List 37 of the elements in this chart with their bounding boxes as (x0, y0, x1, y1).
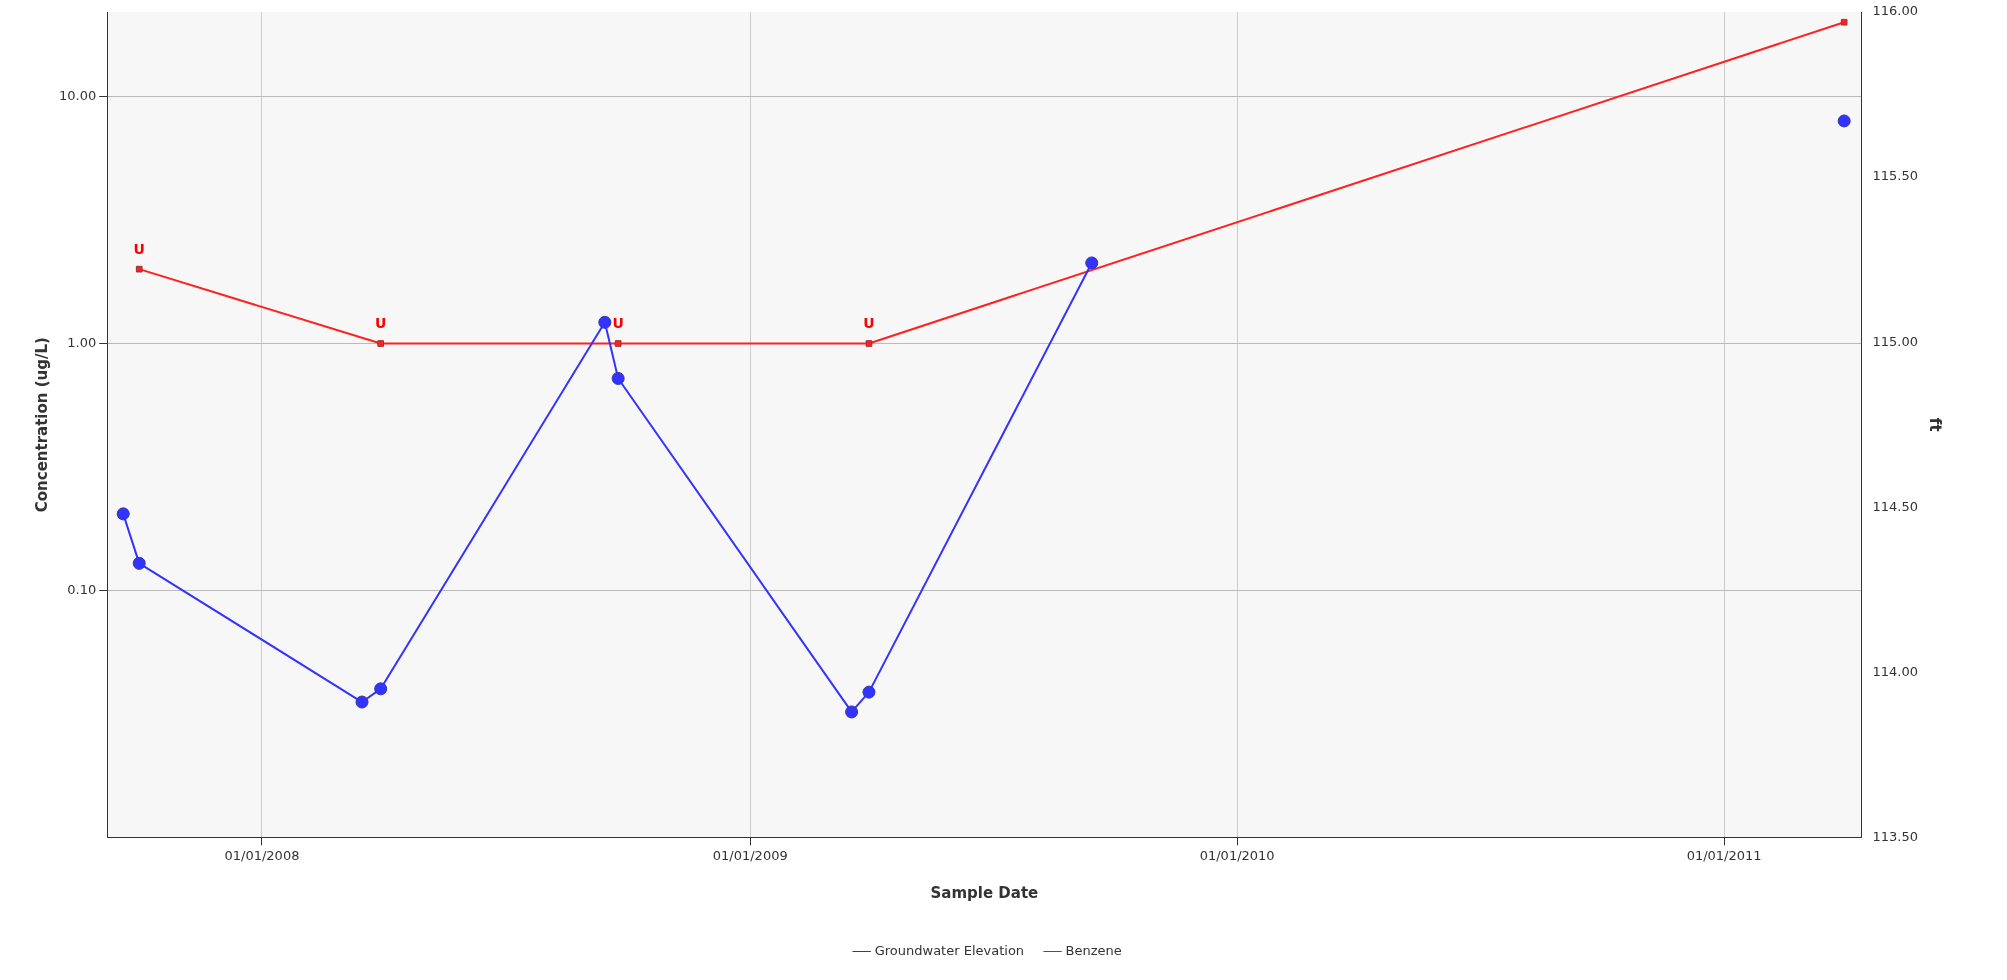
point (377, 340, 385, 347)
x-axis-title: Sample Date (930, 883, 1039, 902)
x-tick-label: 01/01/2009 (712, 847, 788, 863)
y2-tick-label: 114.50 (1872, 498, 1919, 514)
y-tick-label: 10.00 (59, 87, 97, 103)
annotation: U (863, 315, 875, 332)
annotation: U (133, 240, 145, 257)
point (374, 682, 388, 696)
point (862, 685, 876, 699)
y2-tick-label: 114.00 (1872, 663, 1919, 679)
point (135, 265, 143, 273)
y2-tick-label: 115.00 (1872, 333, 1919, 349)
point (611, 371, 625, 385)
point (1840, 18, 1848, 26)
y-axis-title: Concentration (ug/L) (32, 337, 51, 513)
point (598, 315, 612, 329)
y-tick-label: 1.00 (67, 334, 97, 350)
point (116, 507, 130, 521)
x-tick-label: 01/01/2008 (224, 847, 300, 863)
point (355, 695, 369, 709)
y2-tick-label: 113.50 (1872, 828, 1919, 844)
annotation: U (612, 315, 624, 332)
point (1837, 114, 1851, 128)
point (865, 340, 873, 347)
legend-label: Groundwater Elevation (874, 942, 1025, 958)
point (845, 705, 859, 719)
x-tick-label: 01/01/2010 (1199, 847, 1275, 863)
legend-label: Benzene (1065, 942, 1122, 958)
annotation: U (375, 315, 387, 332)
x-tick-label: 01/01/2011 (1686, 847, 1762, 863)
point (1085, 256, 1099, 270)
y2-axis-title: ft (1926, 417, 1945, 432)
point (132, 556, 146, 570)
point (614, 340, 622, 347)
y2-tick-label: 116.00 (1872, 3, 1919, 19)
y2-tick-label: 115.50 (1872, 168, 1919, 184)
y-tick-label: 0.10 (67, 581, 97, 597)
